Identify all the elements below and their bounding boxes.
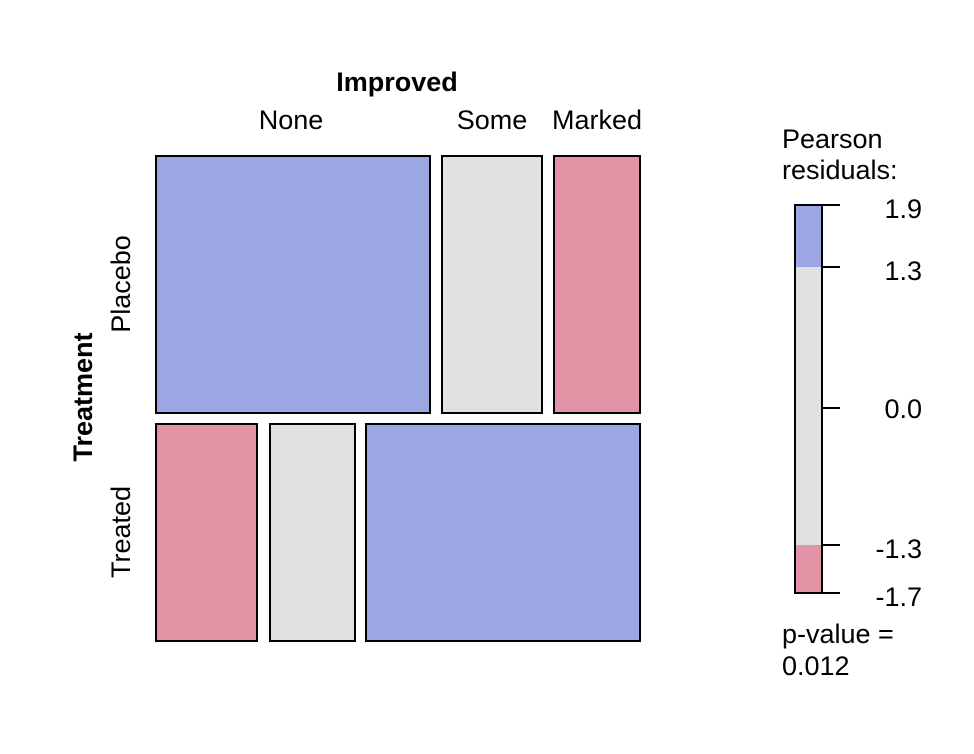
pvalue-label-line-1: p-value = (782, 619, 894, 649)
legend-color-bands (795, 205, 822, 593)
tile-placebo-marked (553, 155, 641, 414)
residuals-legend: Pearson residuals: 1.9 1.3 0.0 -1.3 -1.7… (782, 124, 922, 681)
legend-band-neutral (795, 267, 822, 545)
mosaic-tiles (155, 155, 641, 642)
legend-title-line-2: residuals: (782, 155, 898, 185)
tile-placebo-some (441, 155, 543, 414)
row-label-placebo: Placebo (106, 235, 136, 333)
tile-treated-marked (365, 423, 641, 642)
column-label-some: Some (457, 105, 528, 135)
column-label-marked: Marked (552, 105, 642, 135)
row-level-labels: Placebo Treated (106, 235, 136, 578)
column-label-none: None (259, 105, 324, 135)
y-variable-title: Treatment (68, 332, 98, 461)
tile-placebo-none (155, 155, 431, 414)
legend-band-negative (795, 545, 822, 593)
row-label-treated: Treated (106, 486, 136, 578)
legend-bar-outline (794, 204, 823, 594)
legend-tick-label-1-9: 1.9 (884, 194, 922, 224)
tile-treated-some (269, 423, 356, 642)
legend-title-line-1: Pearson (782, 124, 883, 154)
legend-tick-label-1-3: 1.3 (884, 256, 922, 286)
x-variable-title: Improved (336, 67, 458, 97)
legend-tick-label-neg-1-3: -1.3 (875, 534, 922, 564)
column-level-labels: None Some Marked (259, 105, 642, 135)
legend-tick-label-neg-1-7: -1.7 (875, 582, 922, 612)
pvalue-label-line-2: 0.012 (782, 651, 850, 681)
legend-tick-label-0-0: 0.0 (884, 394, 922, 424)
legend-tick-labels: 1.9 1.3 0.0 -1.3 -1.7 (875, 194, 922, 612)
legend-tick-marks (822, 204, 840, 594)
tile-treated-none (155, 423, 258, 642)
legend-band-positive (795, 205, 822, 267)
